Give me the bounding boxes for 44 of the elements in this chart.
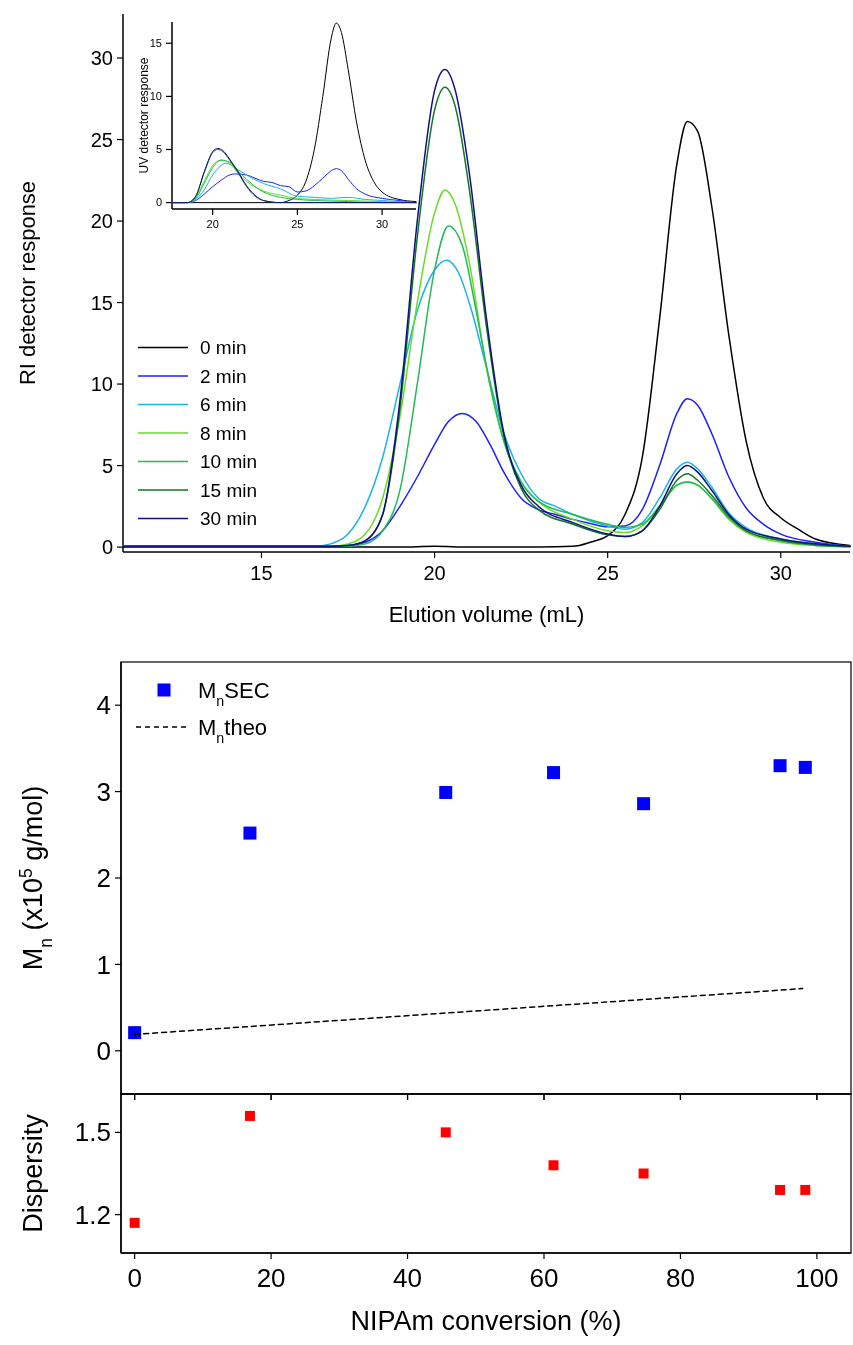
x-tick-label: 20 xyxy=(256,1263,286,1293)
y-tick-label: 15 xyxy=(149,37,162,50)
y-tick-label: 1.5 xyxy=(74,1117,111,1148)
x-axis-title: NIPAm conversion (%) xyxy=(350,1306,622,1336)
y-tick-label: 10 xyxy=(90,373,113,396)
y-tick-label: 2 xyxy=(96,863,111,894)
y-tick-label: 1.2 xyxy=(74,1199,111,1230)
y-axis-title: UV detector response xyxy=(137,57,151,174)
x-tick-label: 100 xyxy=(795,1263,839,1293)
x-tick-label: 0 xyxy=(127,1263,142,1293)
x-axis-title: Elution volume (mL) xyxy=(388,602,585,627)
y-axis-title: RI detector response xyxy=(15,180,40,386)
y-tick-label: 0 xyxy=(96,1035,111,1066)
x-tick-label: 30 xyxy=(769,562,792,584)
y-axis-title: Dispersity xyxy=(18,1113,48,1233)
y-tick-label: 1 xyxy=(96,949,111,980)
y-tick-label: 5 xyxy=(155,143,162,156)
legend-label: 0 min xyxy=(200,337,247,359)
x-tick-label: 30 xyxy=(375,218,389,230)
legend-label: 10 min xyxy=(200,451,258,473)
y-tick-label: 4 xyxy=(96,690,111,721)
legend-label: 15 min xyxy=(200,479,258,501)
x-tick-label: 20 xyxy=(206,218,219,230)
legend-label: 6 min xyxy=(200,394,247,416)
x-tick-label: 25 xyxy=(596,562,619,584)
legend-label: M$_{n}$SEC xyxy=(198,677,270,709)
x-tick-label: 15 xyxy=(250,562,273,584)
legend-label: 2 min xyxy=(200,365,247,387)
x-tick-label: 25 xyxy=(291,218,304,230)
y-tick-label: 25 xyxy=(90,128,113,151)
x-tick-label: 60 xyxy=(529,1263,559,1293)
y-tick-label: 5 xyxy=(101,454,113,477)
legend-label: 30 min xyxy=(200,508,258,530)
legend-label: 8 min xyxy=(200,422,247,444)
y-tick-label: 15 xyxy=(90,291,113,314)
y-tick-label: 30 xyxy=(90,47,113,70)
x-tick-label: 40 xyxy=(393,1263,422,1293)
x-tick-label: 20 xyxy=(423,562,446,584)
legend-label: M$_{n}$theo xyxy=(198,714,268,746)
y-tick-label: 3 xyxy=(96,776,111,807)
y-tick-label: 0 xyxy=(155,196,162,209)
y-tick-label: 0 xyxy=(101,536,113,559)
x-tick-label: 80 xyxy=(665,1263,695,1293)
y-tick-label: 10 xyxy=(149,90,162,103)
